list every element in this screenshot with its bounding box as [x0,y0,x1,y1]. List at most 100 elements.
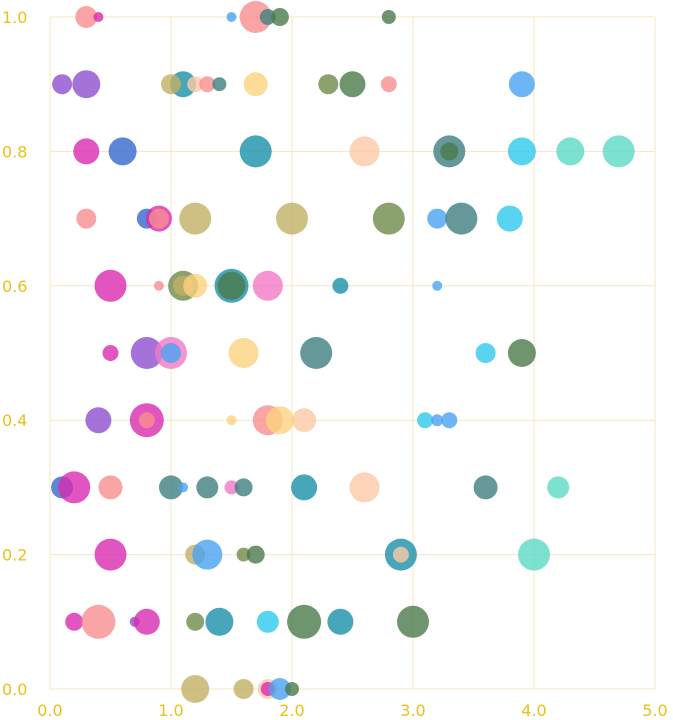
y-tick-label: 0.6 [2,277,27,296]
data-point [75,6,98,28]
data-point [52,74,73,95]
data-point [507,339,536,367]
data-point [602,135,635,168]
data-point [285,682,299,696]
data-point [94,538,127,571]
data-point [179,202,212,235]
data-point [397,605,429,638]
data-point [183,273,208,298]
data-point [287,604,322,639]
y-tick-label: 0.8 [2,142,27,161]
data-point [181,675,210,703]
data-point [153,280,164,291]
data-point [496,205,523,232]
data-point [252,270,283,301]
x-axis-ticks: 0.0 1.0 2.0 3.0 4.0 5.0 [37,701,667,720]
data-point [268,678,291,700]
data-point [339,71,366,98]
data-point [138,412,155,429]
data-point [130,337,163,369]
data-point [556,137,585,166]
data-point [239,135,272,168]
data-point [93,12,104,22]
data-point [372,202,405,235]
data-point [236,547,251,562]
data-point [243,72,268,97]
data-point [81,604,116,639]
data-point [276,202,308,235]
data-point [518,538,550,571]
data-point [441,412,458,429]
x-tick-label: 1.0 [158,701,183,720]
data-point [349,136,380,167]
data-point [102,345,119,361]
data-point [547,476,570,499]
data-point [205,607,234,636]
data-point [217,271,246,300]
data-point [475,343,496,363]
data-point [94,269,127,302]
data-point [186,612,205,631]
data-point [65,612,84,631]
data-point [440,142,459,161]
data-point [318,74,339,95]
data-point [73,138,100,165]
x-tick-label: 3.0 [400,701,425,720]
data-point [392,546,409,563]
data-points [51,1,635,703]
data-point [187,76,204,93]
data-point [108,137,137,166]
y-tick-label: 0.2 [2,546,27,565]
data-point [228,338,259,368]
data-point [417,412,434,429]
data-point [234,478,253,497]
data-point [199,76,216,93]
data-point [239,1,272,33]
data-point [85,407,112,434]
y-tick-label: 0.0 [2,680,27,699]
data-point [292,408,317,433]
y-axis-ticks: 0.0 0.2 0.4 0.6 0.8 1.0 [2,8,27,699]
data-point [381,10,396,24]
data-point [256,610,279,633]
data-point [427,208,448,229]
data-point [76,208,97,229]
data-point [473,475,498,500]
data-point [349,472,380,503]
data-point [507,137,536,166]
data-point [98,475,123,500]
data-point [233,679,254,699]
data-point [133,608,160,635]
x-tick-label: 4.0 [521,701,546,720]
data-point [72,70,101,99]
data-point [246,545,265,564]
data-point [431,414,444,427]
data-point [327,608,354,635]
x-tick-label: 0.0 [37,701,62,720]
data-point [226,415,237,426]
data-point [300,337,333,369]
data-point [270,8,289,26]
data-point [161,343,181,363]
data-point [192,539,223,570]
data-point [58,471,91,504]
data-point [196,476,219,499]
data-point [332,277,349,294]
data-point [291,474,318,501]
data-point [508,71,535,98]
y-tick-label: 0.4 [2,411,27,430]
data-point [226,12,237,22]
data-point [178,482,189,493]
data-point [161,74,181,95]
x-tick-label: 2.0 [279,701,304,720]
data-point [380,76,397,93]
data-point [148,208,169,229]
x-tick-label: 5.0 [642,701,667,720]
data-point [212,77,227,92]
y-tick-label: 1.0 [2,8,27,27]
data-point [432,280,443,291]
data-point [445,202,478,235]
data-point [224,480,239,495]
data-point [159,475,183,500]
